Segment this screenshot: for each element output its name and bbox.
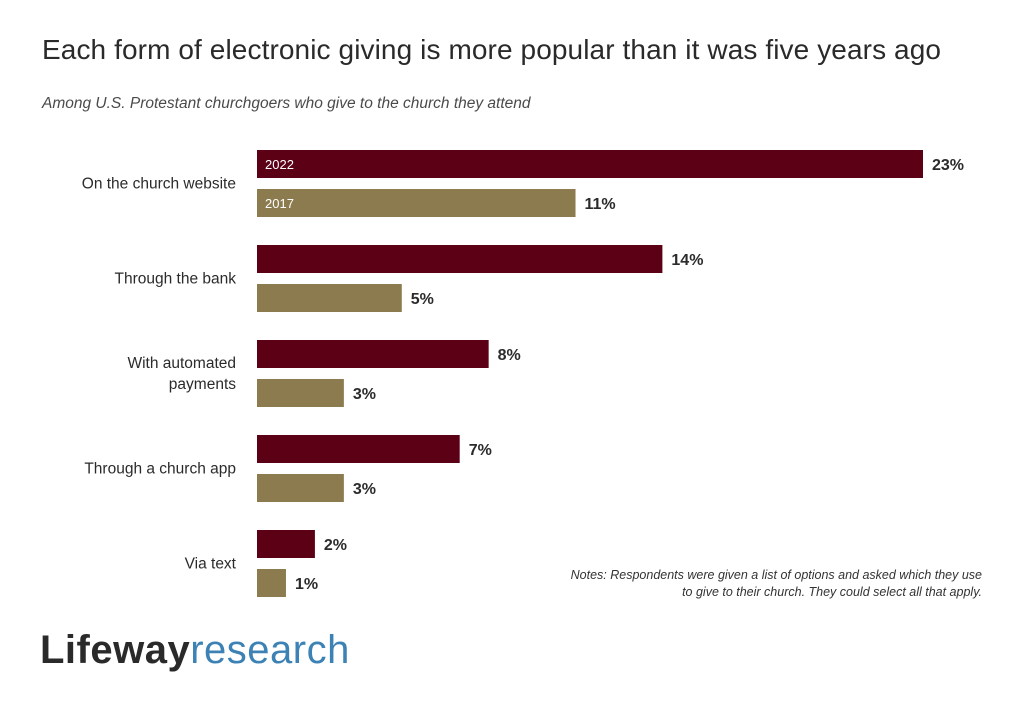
category-label: Via text <box>185 556 237 573</box>
series-label-2022: 2022 <box>265 157 294 172</box>
bar-2017-2 <box>257 379 344 407</box>
value-label: 1% <box>295 576 318 593</box>
series-label-2017: 2017 <box>265 196 294 211</box>
bar-2022-0 <box>257 150 923 178</box>
value-label: 23% <box>932 157 964 174</box>
chart-subtitle: Among U.S. Protestant churchgoers who gi… <box>42 95 531 112</box>
bar-2017-4 <box>257 569 286 597</box>
value-label: 14% <box>671 252 703 269</box>
category-label: Through the bank <box>114 271 236 288</box>
value-label: 3% <box>353 386 376 403</box>
bar-2017-1 <box>257 284 402 312</box>
bar-2022-1 <box>257 245 663 273</box>
bar-2017-3 <box>257 474 344 502</box>
logo-part-research: research <box>190 628 350 672</box>
value-label: 2% <box>324 537 347 554</box>
value-label: 3% <box>353 481 376 498</box>
bar-2022-4 <box>257 530 315 558</box>
lifeway-research-logo: Lifewayresearch <box>40 628 350 673</box>
bar-2022-2 <box>257 340 489 368</box>
chart-title: Each form of electronic giving is more p… <box>42 34 942 65</box>
bar-2017-0 <box>257 189 576 217</box>
chart-notes: Notes: Respondents were given a list of … <box>570 568 982 599</box>
bar-2022-3 <box>257 435 460 463</box>
value-label: 8% <box>498 347 521 364</box>
category-label: With automated payments <box>127 355 236 393</box>
category-label: Through a church app <box>84 461 236 478</box>
value-label: 11% <box>585 196 616 213</box>
category-label: On the church website <box>82 176 236 193</box>
value-label: 5% <box>411 291 434 308</box>
bar-chart: On the church website 23% 2022 11% 2017 Throu… <box>82 150 964 597</box>
logo-part-lifeway: Lifeway <box>40 628 191 672</box>
value-label: 7% <box>469 442 492 459</box>
